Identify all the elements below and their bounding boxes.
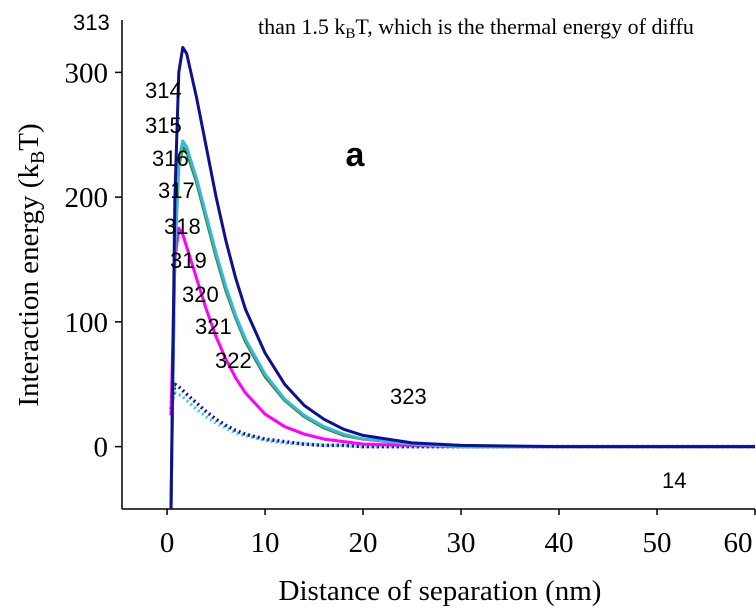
series-line — [169, 139, 755, 510]
y-axis-label: Interaction energy (kBT) — [13, 123, 49, 406]
series-line — [169, 382, 755, 449]
line-number: 322 — [215, 348, 252, 373]
x-tick-label: 40 — [545, 527, 574, 559]
y-tick-label: 200 — [65, 182, 109, 214]
y-axis-label-sub: B — [27, 151, 49, 164]
x-tick-label: 20 — [349, 527, 378, 559]
x-tick-label: 50 — [643, 527, 672, 559]
panel-label: a — [346, 136, 366, 174]
line-number: 323 — [390, 384, 427, 409]
line-number: 315 — [145, 113, 182, 138]
y-tick-label: 100 — [65, 307, 109, 339]
header-text-main: than 1.5 k — [258, 14, 345, 39]
line-number: 319 — [170, 248, 207, 273]
series-line — [169, 145, 755, 510]
series-line — [169, 45, 755, 510]
y-tick-label: 0 — [94, 432, 109, 464]
x-tick-label: 0 — [160, 527, 175, 559]
x-tick-label: 10 — [251, 527, 280, 559]
line-number: 316 — [152, 146, 189, 171]
line-number: 313 — [73, 10, 110, 35]
x-tick-label: 30 — [447, 527, 476, 559]
y-axis-label-main: Interaction energy (k — [13, 164, 45, 407]
x-axis-label: Distance of separation (nm) — [279, 575, 602, 607]
line-number: 320 — [182, 282, 219, 307]
line-number: 317 — [158, 178, 195, 203]
line-number: 321 — [195, 314, 232, 339]
header-text-end: T, which is the thermal energy of diffu — [355, 14, 693, 39]
header-text-sub: B — [345, 26, 355, 42]
y-tick-label: 300 — [65, 57, 109, 89]
y-axis-label-end: T) — [13, 123, 45, 150]
line-number: 14 — [662, 468, 686, 493]
x-tick-label: 60 — [724, 527, 753, 559]
line-number: 314 — [145, 78, 182, 103]
header-text: than 1.5 kBT, which is the thermal energ… — [258, 14, 694, 42]
line-number: 318 — [164, 214, 201, 239]
